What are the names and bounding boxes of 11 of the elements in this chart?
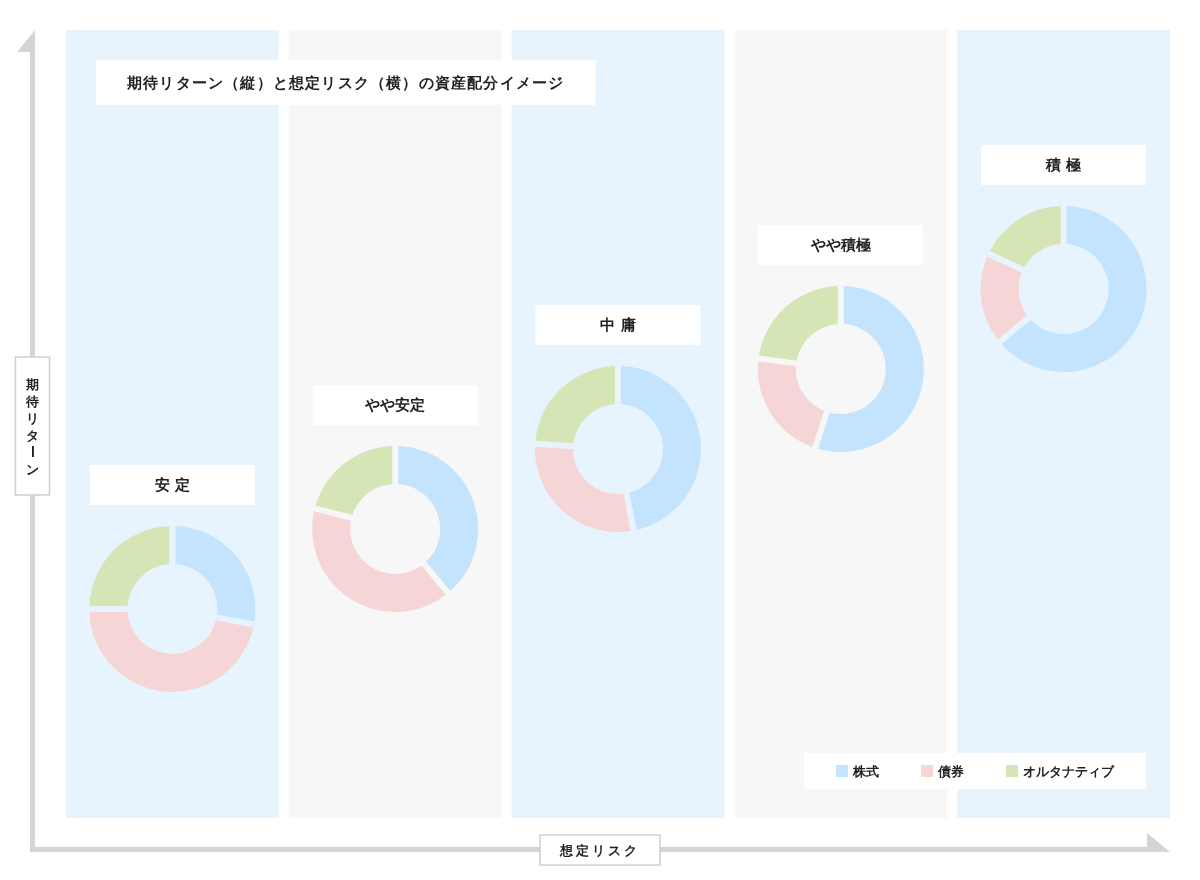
series-name: 中 庸: [600, 316, 636, 334]
series-name: やや積極: [810, 236, 871, 254]
legend-label: 債券: [937, 763, 964, 779]
legend-label: 株式: [852, 763, 879, 779]
legend-label: オルタナティブ: [1023, 763, 1115, 779]
series-name: 積 極: [1046, 156, 1082, 174]
text: 想定リスク: [559, 842, 640, 858]
text: 期待リターン: [25, 376, 40, 476]
chart-title: 期待リターン（縦）と想定リスク（横）の資産配分イメージ: [126, 74, 565, 92]
series-name: 安 定: [154, 476, 190, 494]
series-name: やや安定: [365, 396, 426, 414]
